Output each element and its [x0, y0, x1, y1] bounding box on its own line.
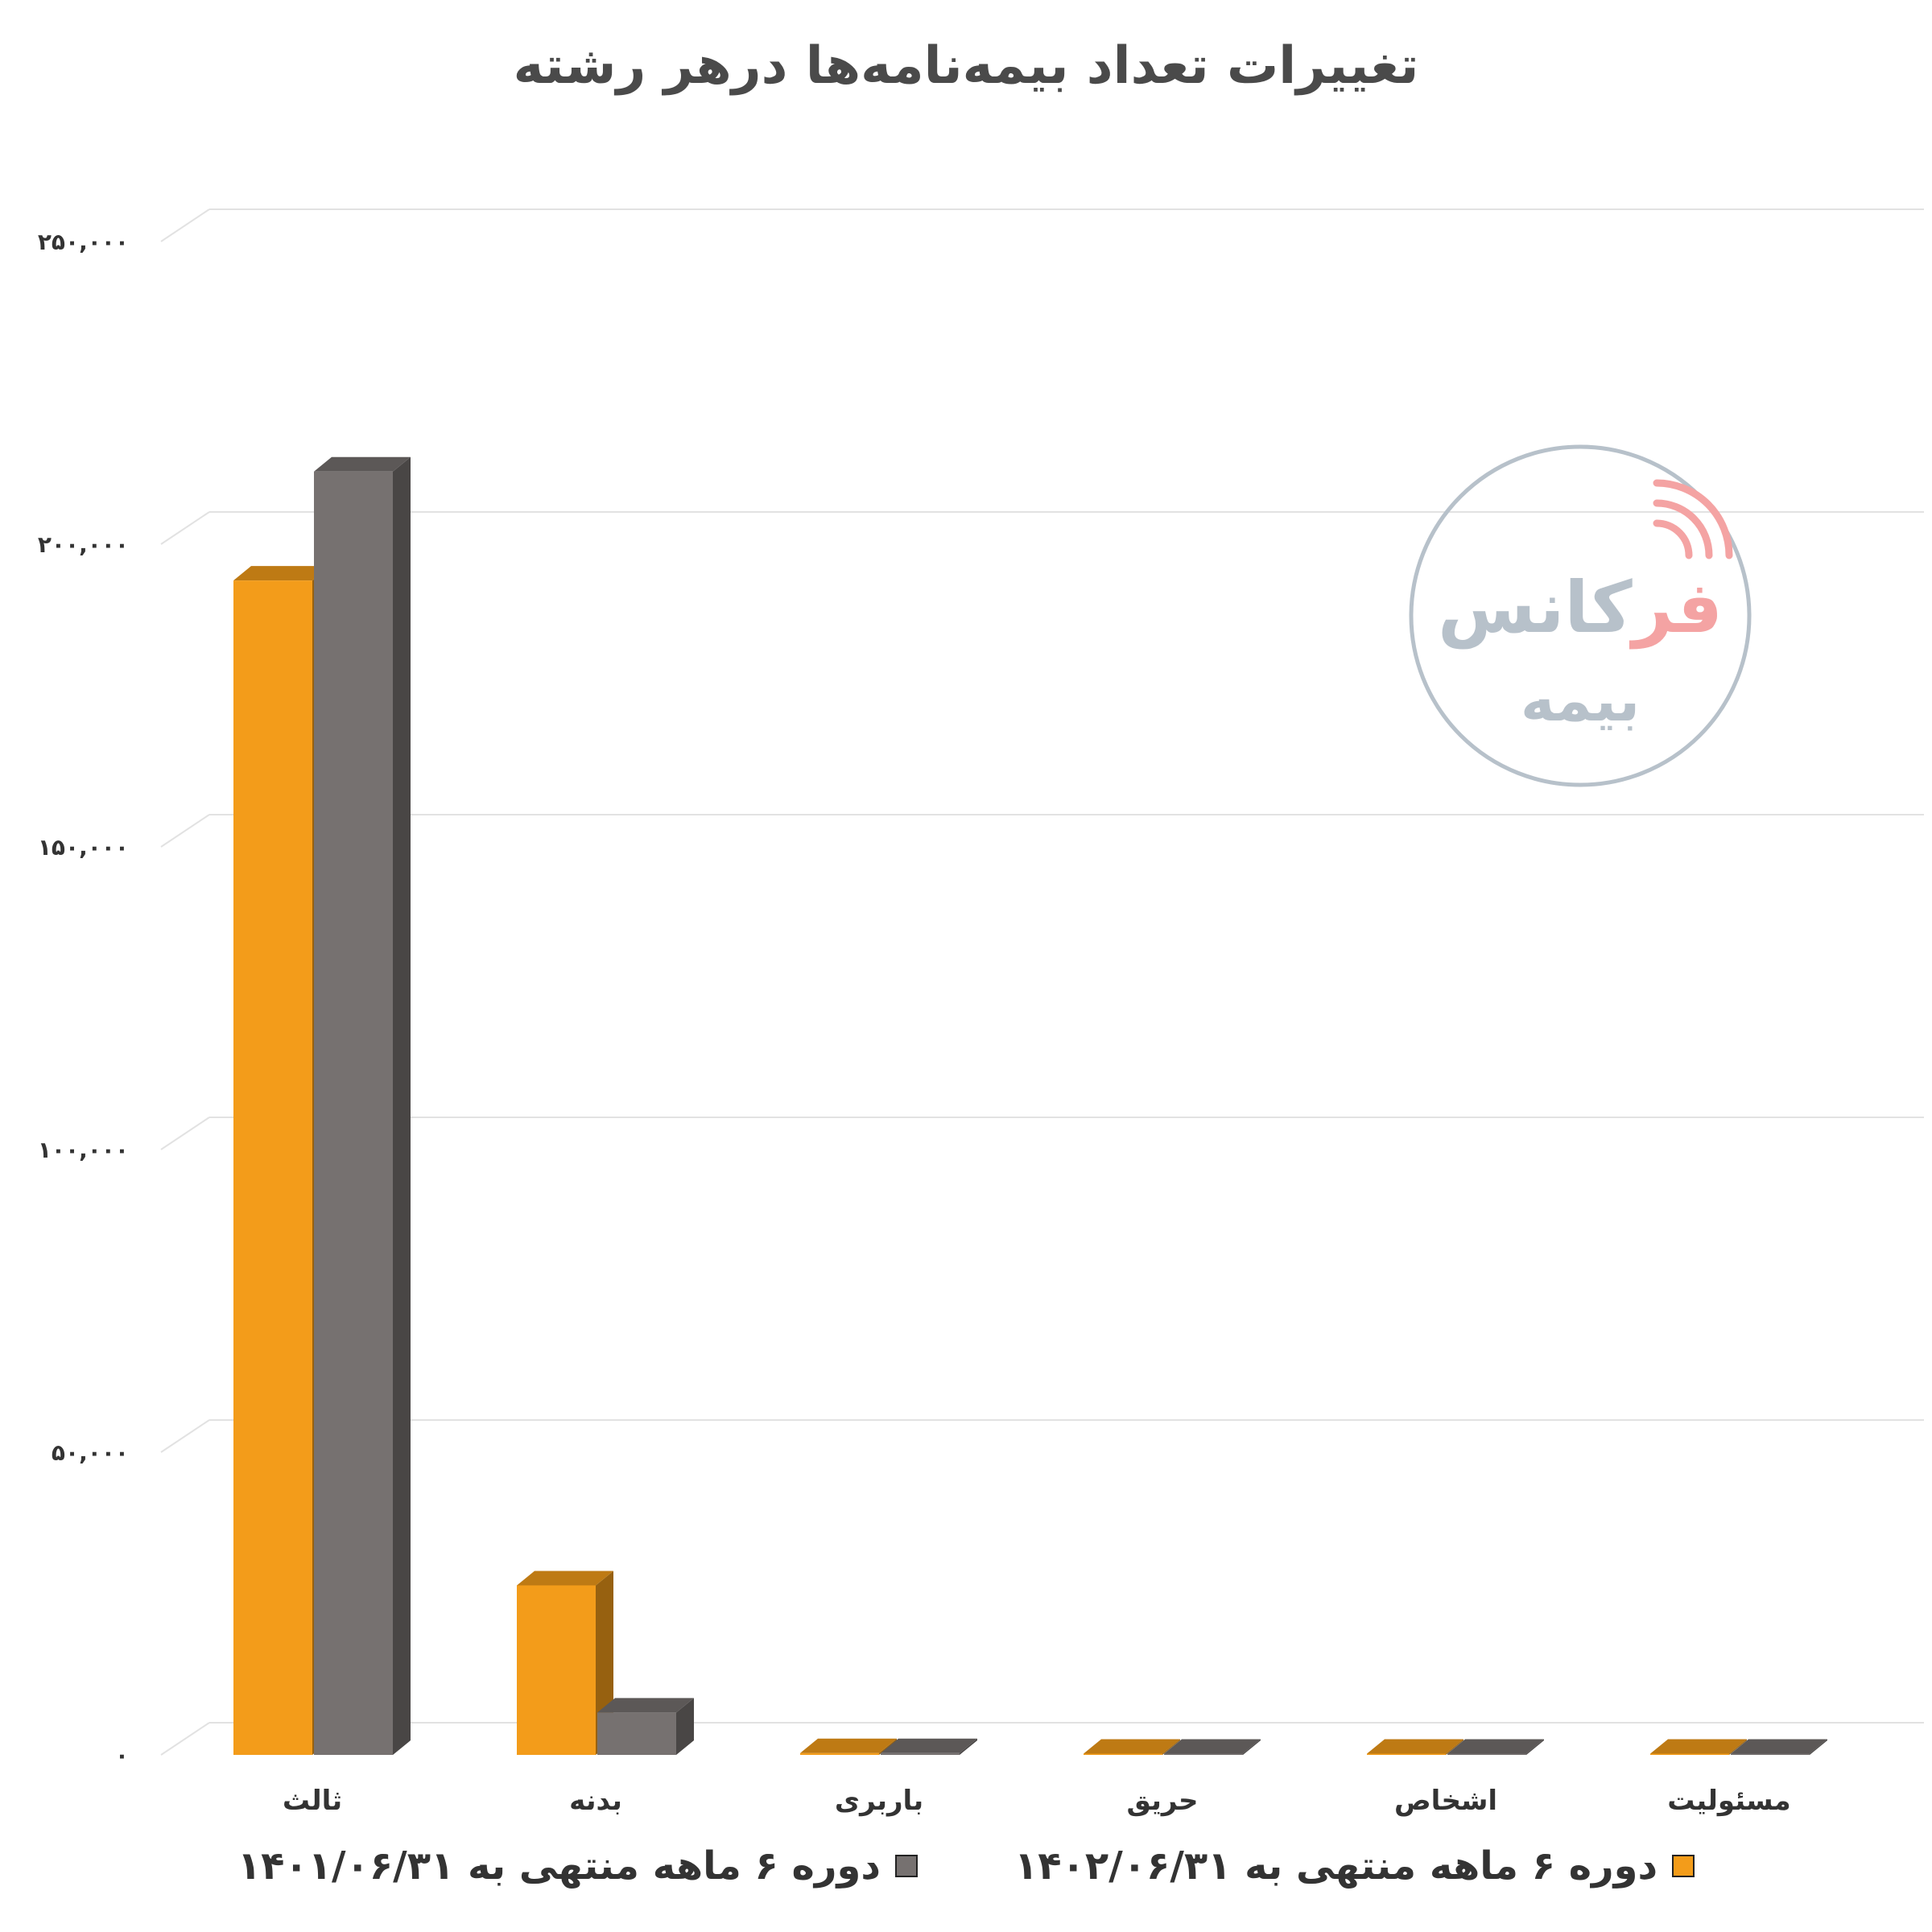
- bar-side: [1446, 1739, 1463, 1755]
- legend-swatch-gray: [895, 1855, 918, 1877]
- x-axis-categories: ثالث بدنه باربری حریق اشخاص مسئولیت: [283, 1785, 1791, 1817]
- bar-front: [597, 1712, 676, 1755]
- bar-front: [1447, 1753, 1526, 1755]
- bar-front: [233, 580, 312, 1755]
- bar-side: [1162, 1739, 1180, 1755]
- bar-top: [1447, 1739, 1544, 1754]
- bar-top: [881, 1738, 977, 1753]
- x-category-label: اشخاص: [1394, 1785, 1497, 1817]
- bar-front: [314, 471, 393, 1755]
- bar-side: [1810, 1739, 1827, 1755]
- y-tick-label: ۱۰۰,۰۰۰: [38, 1137, 129, 1163]
- x-category-label: حریق: [1126, 1785, 1198, 1817]
- chart-title: تغییرات تعداد بیمه‌نامه‌ها درهر رشته: [513, 36, 1419, 96]
- bar-top: [517, 1571, 613, 1586]
- y-tick-label: ۱۵۰,۰۰۰: [38, 834, 129, 861]
- gridline-diagonal: [160, 511, 210, 545]
- x-category-label: مسئولیت: [1667, 1785, 1790, 1817]
- y-tick-label: ۲۰۰,۰۰۰: [38, 531, 129, 558]
- signal-icon: [1653, 479, 1733, 559]
- bar-front: [1367, 1753, 1446, 1755]
- bar-side: [960, 1738, 977, 1755]
- bar-front: [1164, 1753, 1243, 1755]
- bar-gray: [881, 1738, 977, 1755]
- bar-top: [1164, 1739, 1261, 1754]
- legend-swatch-orange: [1672, 1855, 1695, 1877]
- bars: [233, 456, 1827, 1755]
- bar-side: [1243, 1739, 1261, 1755]
- y-tick-label: ۵۰,۰۰۰: [52, 1439, 129, 1466]
- gridline-diagonal: [160, 1117, 210, 1150]
- bar-gray: [1164, 1739, 1261, 1755]
- bar-top: [314, 456, 411, 472]
- bar-front: [800, 1752, 879, 1755]
- bar-gray: [1447, 1739, 1544, 1755]
- bar-side: [676, 1698, 694, 1755]
- y-tick-label: ۲۵۰,۰۰۰: [38, 229, 129, 255]
- gridline-diagonal: [160, 208, 210, 242]
- bar-gray: [314, 456, 411, 1755]
- bar-orange: [1650, 1739, 1747, 1755]
- bar-side: [393, 456, 411, 1755]
- legend-label-2022: دوره ۶ ماهه منتهی به ۱۴۰۱/۰۶/۳۱: [237, 1843, 881, 1889]
- gridline-diagonal: [160, 1722, 210, 1756]
- bar-gray: [597, 1698, 694, 1755]
- bar-front: [1084, 1753, 1162, 1755]
- bar-top: [1367, 1739, 1463, 1754]
- legend-label-2023: دوره ۶ ماهه منتهی به ۱۴۰۲/۰۶/۳۱: [1014, 1843, 1658, 1889]
- x-category-label: بدنه: [569, 1785, 622, 1817]
- watermark-text-red: فر: [1629, 566, 1723, 649]
- legend-item-2022: دوره ۶ ماهه منتهی به ۱۴۰۱/۰۶/۳۱: [237, 1834, 918, 1898]
- legend-item-2023: دوره ۶ ماهه منتهی به ۱۴۰۲/۰۶/۳۱: [1014, 1834, 1695, 1898]
- bar-top: [1650, 1739, 1747, 1754]
- bar-side: [1729, 1739, 1747, 1755]
- bar-orange: [1367, 1739, 1463, 1755]
- gridline-diagonal: [160, 1419, 210, 1453]
- bar-front: [1650, 1753, 1729, 1755]
- bar-top: [233, 566, 330, 581]
- bar-side: [1526, 1739, 1544, 1755]
- bar-front: [1731, 1753, 1810, 1755]
- x-category-label: ثالث: [283, 1785, 342, 1817]
- y-tick-label: ۰: [115, 1742, 129, 1769]
- y-axis-ticks: ۰ ۵۰,۰۰۰ ۱۰۰,۰۰۰ ۱۵۰,۰۰۰ ۲۰۰,۰۰۰ ۲۵۰,۰۰۰: [38, 229, 129, 1769]
- grid-lines: [160, 208, 1924, 1756]
- x-category-label: باربری: [835, 1785, 923, 1817]
- bar-orange: [1084, 1739, 1180, 1755]
- watermark-text-gray: کانس: [1438, 566, 1633, 649]
- bar-top: [1731, 1739, 1827, 1754]
- watermark-logo: فرکانس بیمه: [1407, 443, 1753, 789]
- svg-text:فرکانس: فرکانس: [1438, 566, 1723, 649]
- legend: دوره ۶ ماهه منتهی به ۱۴۰۲/۰۶/۳۱ دوره ۶ م…: [0, 1834, 1932, 1898]
- bar-top: [800, 1738, 897, 1753]
- bar-top: [1084, 1739, 1180, 1754]
- bar-top: [597, 1698, 694, 1713]
- watermark-subtitle: بیمه: [1521, 667, 1640, 734]
- bar-gray: [1731, 1739, 1827, 1755]
- gridline-diagonal: [160, 814, 210, 848]
- bar-front: [517, 1585, 596, 1755]
- bar-front: [881, 1752, 960, 1755]
